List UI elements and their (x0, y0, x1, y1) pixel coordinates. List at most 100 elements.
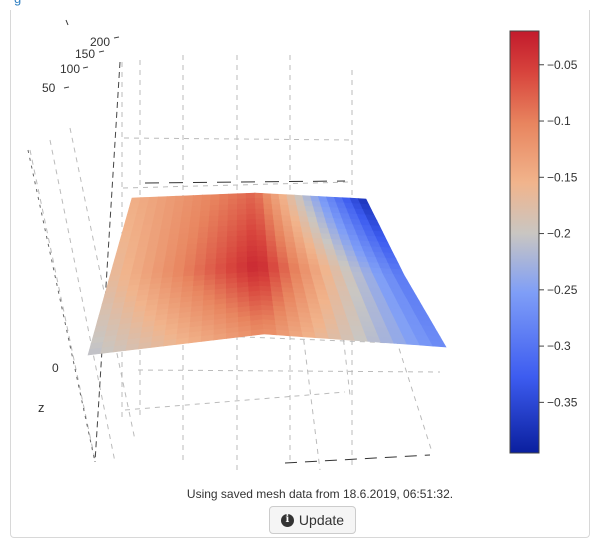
surface-cell (123, 257, 136, 265)
surface-cell (159, 228, 171, 236)
surface-cell (327, 333, 343, 340)
surface-cell (132, 262, 145, 270)
surface-cell (264, 219, 275, 227)
surface-cell (278, 193, 288, 201)
surface-cell (125, 343, 140, 351)
surface-cell (247, 256, 259, 263)
info-icon: i (280, 513, 294, 527)
surface-cell (313, 243, 326, 250)
surface-cell (236, 198, 247, 205)
surface-cell (128, 235, 141, 243)
surface-cell (209, 204, 220, 212)
surface-cell (255, 213, 266, 221)
surface-cell (225, 262, 238, 270)
surface-cell (155, 250, 167, 258)
surface-cell (181, 206, 193, 213)
surface-cell (246, 245, 258, 253)
surface-cell (205, 253, 217, 260)
surface-cell (226, 246, 238, 254)
surface-cell (293, 236, 305, 244)
surface-cell (288, 205, 299, 212)
surface-cell (276, 246, 288, 254)
top-link[interactable]: g (14, 0, 21, 6)
surface-cell (141, 224, 153, 231)
surface-cell (305, 248, 318, 255)
surface-cell (302, 232, 314, 239)
surface-cell (255, 219, 266, 226)
surface-cell (262, 198, 273, 205)
surface-cell (115, 247, 129, 255)
surface-cell (276, 329, 291, 337)
surface-cell (168, 233, 180, 241)
surface-cell (308, 264, 321, 271)
top-strip: g (0, 0, 600, 10)
grid-line (29, 149, 96, 461)
surface-cell (196, 242, 208, 250)
surface-cell (226, 235, 238, 243)
surface-cell (210, 194, 221, 201)
x-tick-mark (113, 36, 120, 39)
surface-cell (254, 192, 264, 200)
surface-cell (206, 237, 218, 244)
surface-cell (216, 247, 228, 254)
surface-cell (195, 253, 207, 261)
surface-cell (246, 219, 257, 226)
grid-line (69, 127, 136, 441)
surface-cell (285, 241, 297, 249)
surface-cell (111, 263, 124, 271)
surface-cell (318, 264, 332, 272)
surface-cell (130, 268, 144, 276)
surface-cell (165, 195, 177, 203)
surface-cell (177, 238, 189, 246)
update-button[interactable]: i Update (269, 506, 356, 534)
surface-cell (133, 219, 145, 226)
colorbar-tick-label: −0.25 (547, 283, 578, 297)
surface-cell (169, 222, 182, 230)
surface-cell (207, 231, 219, 239)
surface-cell (304, 242, 316, 250)
surface-cell (117, 241, 130, 249)
surface-cell (429, 340, 447, 348)
surface-cell (163, 260, 176, 268)
surface-cell (130, 230, 143, 237)
surface-cell (217, 225, 228, 233)
surface-cell (246, 208, 257, 215)
surface-cell (146, 202, 158, 209)
x-tick-mark (82, 66, 89, 69)
surface-cell (255, 203, 265, 210)
surface-cell (227, 214, 238, 222)
surface-cell (209, 199, 220, 206)
surface-cell (266, 246, 278, 253)
surface-cell (340, 334, 356, 341)
surface-cell (290, 215, 301, 223)
surface-cell (286, 252, 299, 259)
surface-cell (144, 251, 157, 258)
update-button-label: Update (298, 512, 345, 528)
scene-edge (284, 454, 431, 464)
surface-cell (264, 224, 276, 232)
surface-cell (306, 253, 319, 261)
surface-cell (125, 246, 139, 254)
scene-edge (144, 180, 346, 184)
surface-cell (254, 197, 265, 205)
grid-line (299, 309, 321, 471)
surface-cell (138, 235, 151, 242)
surface-cell (267, 261, 280, 269)
surface-cell (188, 336, 202, 344)
surface-cell (265, 235, 277, 242)
surface-cell (164, 201, 176, 208)
surface-cell (147, 240, 160, 247)
surface-cell (157, 239, 169, 247)
surface-cell (185, 248, 198, 256)
surface-cell (215, 257, 227, 265)
surface-mesh (87, 192, 447, 356)
surface-cell (291, 226, 303, 233)
surface-cell (283, 231, 295, 238)
surface-cell (176, 244, 188, 251)
surface-cell (216, 241, 228, 249)
surface-cell (227, 204, 238, 211)
surface-cell (143, 213, 156, 220)
surface-cell (192, 194, 203, 202)
x-tick-mark (98, 50, 105, 53)
